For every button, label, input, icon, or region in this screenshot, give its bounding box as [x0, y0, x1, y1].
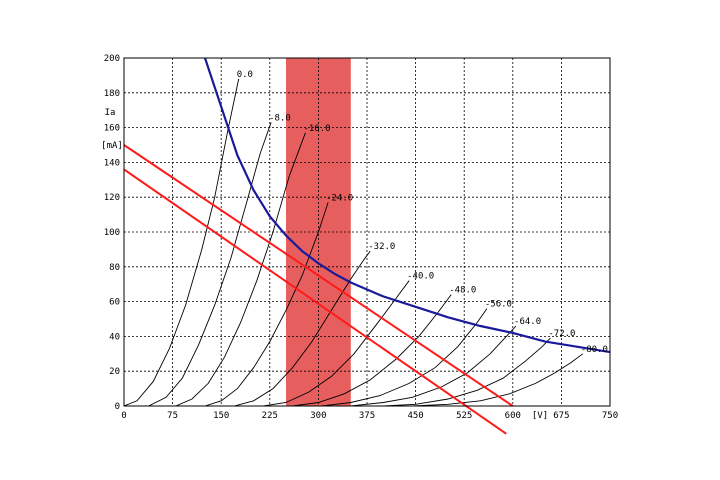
plate-curve--8.0	[148, 122, 272, 406]
plate-curve--80.0	[412, 353, 584, 406]
x-tick-label: 0	[121, 411, 126, 421]
x-tick-label: 300	[310, 411, 326, 421]
max-dissipation-curve	[203, 58, 610, 354]
x-tick-label: 150	[213, 411, 229, 421]
y-tick-label: 40	[109, 332, 120, 342]
plate-curve-label: -40.0	[407, 272, 434, 282]
y-axis-title: Ia	[105, 108, 116, 118]
y-tick-label: 120	[104, 193, 120, 203]
x-tick-label: 750	[602, 411, 618, 421]
plate-curve-label: -56.0	[485, 300, 512, 310]
y-tick-label: 180	[104, 89, 120, 99]
x-tick-label: 675	[553, 411, 569, 421]
y-tick-label: 140	[104, 158, 120, 168]
plate-curve--72.0	[383, 337, 551, 406]
load-line-2	[123, 168, 507, 435]
x-tick-label: 225	[262, 411, 278, 421]
plate-curve-label: -72.0	[548, 329, 575, 339]
plate-curve-label: -32.0	[368, 242, 395, 252]
plate-curve-0.0	[124, 78, 240, 406]
plate-curve-label: -8.0	[269, 113, 291, 123]
plate-curve--64.0	[350, 325, 517, 406]
plate-curve-label: -16.0	[303, 124, 330, 134]
y-tick-label: 80	[109, 263, 120, 273]
x-tick-label: 375	[359, 411, 375, 421]
plate-curve--32.0	[234, 250, 371, 406]
load-line-1	[123, 144, 514, 407]
plate-curve--24.0	[204, 202, 329, 406]
y-tick-label: 100	[104, 228, 120, 238]
plate-curve--16.0	[175, 132, 306, 406]
plate-curve-label: 0.0	[237, 70, 253, 80]
plate-curve-label: -24.0	[326, 193, 353, 203]
plate-curve-label: -64.0	[514, 317, 541, 327]
x-axis-unit: [V]	[532, 411, 548, 421]
x-tick-label: 75	[167, 411, 178, 421]
x-tick-label: 525	[456, 411, 472, 421]
y-tick-label: 0	[115, 402, 120, 412]
y-tick-label: 20	[109, 367, 120, 377]
y-tick-label: 160	[104, 124, 120, 134]
y-axis-unit: [mA]	[101, 141, 123, 151]
x-tick-label: 600	[505, 411, 521, 421]
plate-curve--48.0	[292, 294, 452, 406]
plot-frame	[123, 57, 611, 407]
plate-curve-label: -80.0	[581, 345, 608, 355]
x-tick-label: 450	[407, 411, 423, 421]
y-tick-label: 60	[109, 298, 120, 308]
plate-curve--40.0	[263, 280, 410, 406]
plate-curve-label: -48.0	[449, 286, 476, 296]
y-tick-label: 200	[104, 54, 120, 64]
